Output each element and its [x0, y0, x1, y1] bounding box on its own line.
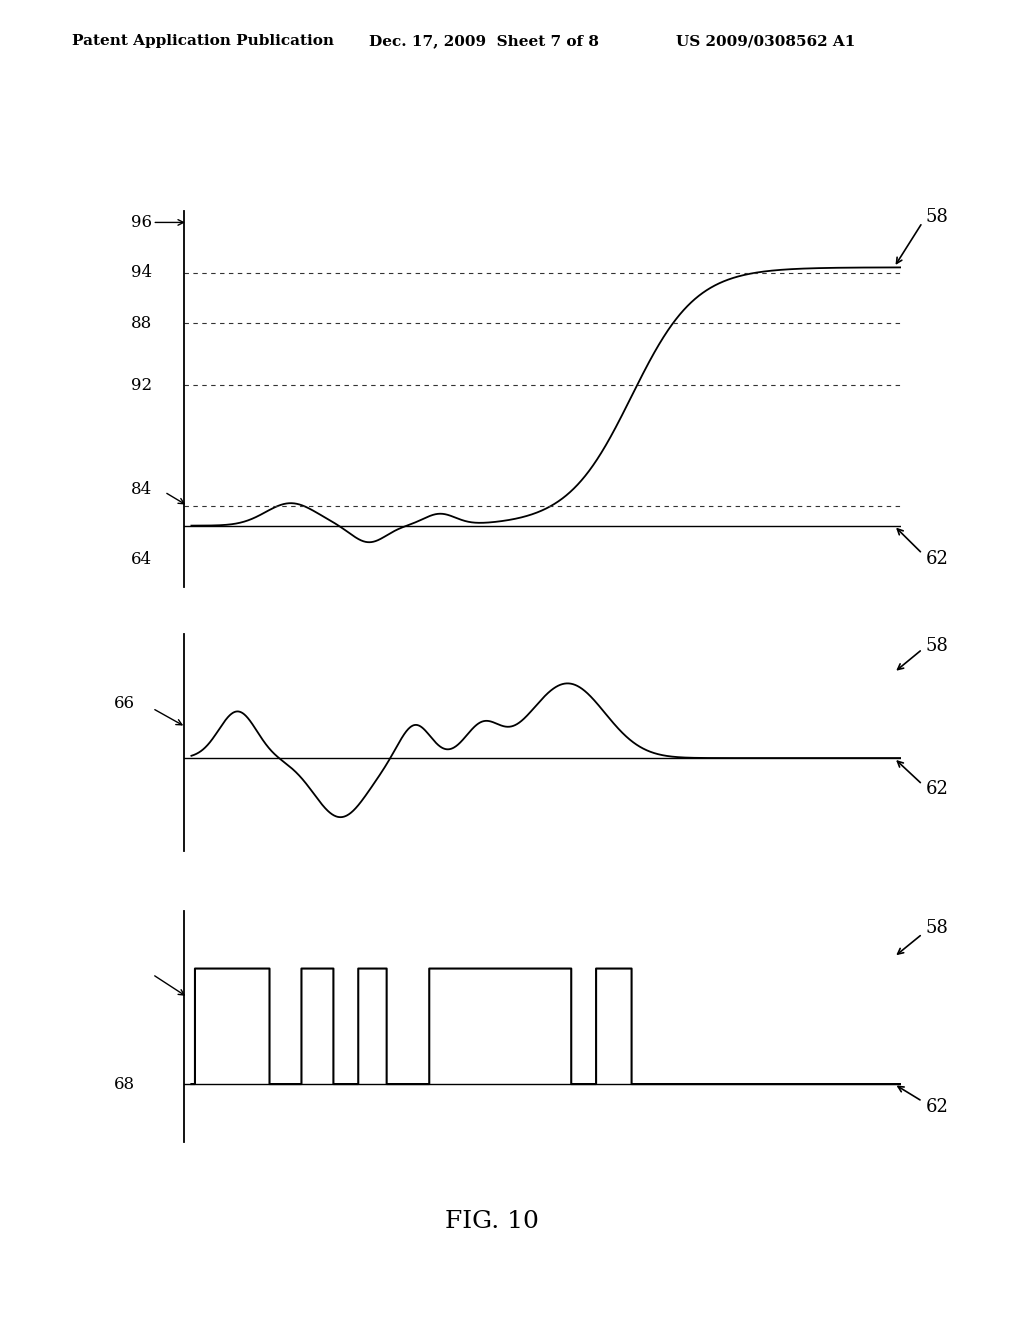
Text: 68: 68: [114, 1076, 134, 1093]
Text: 64: 64: [131, 550, 153, 568]
Text: Patent Application Publication: Patent Application Publication: [72, 34, 334, 49]
Text: 92: 92: [131, 376, 153, 393]
Text: 94: 94: [131, 264, 153, 281]
Text: 96: 96: [131, 214, 153, 231]
Text: 66: 66: [114, 696, 134, 711]
Text: 62: 62: [926, 780, 949, 799]
Text: US 2009/0308562 A1: US 2009/0308562 A1: [676, 34, 855, 49]
Text: 58: 58: [926, 638, 949, 655]
Text: 62: 62: [926, 550, 949, 569]
Text: 58: 58: [926, 207, 949, 226]
Text: 58: 58: [926, 919, 949, 937]
Text: 88: 88: [131, 315, 153, 333]
Text: 62: 62: [926, 1098, 949, 1117]
Text: 84: 84: [131, 480, 153, 498]
Text: Dec. 17, 2009  Sheet 7 of 8: Dec. 17, 2009 Sheet 7 of 8: [369, 34, 599, 49]
Text: FIG. 10: FIG. 10: [444, 1209, 539, 1233]
